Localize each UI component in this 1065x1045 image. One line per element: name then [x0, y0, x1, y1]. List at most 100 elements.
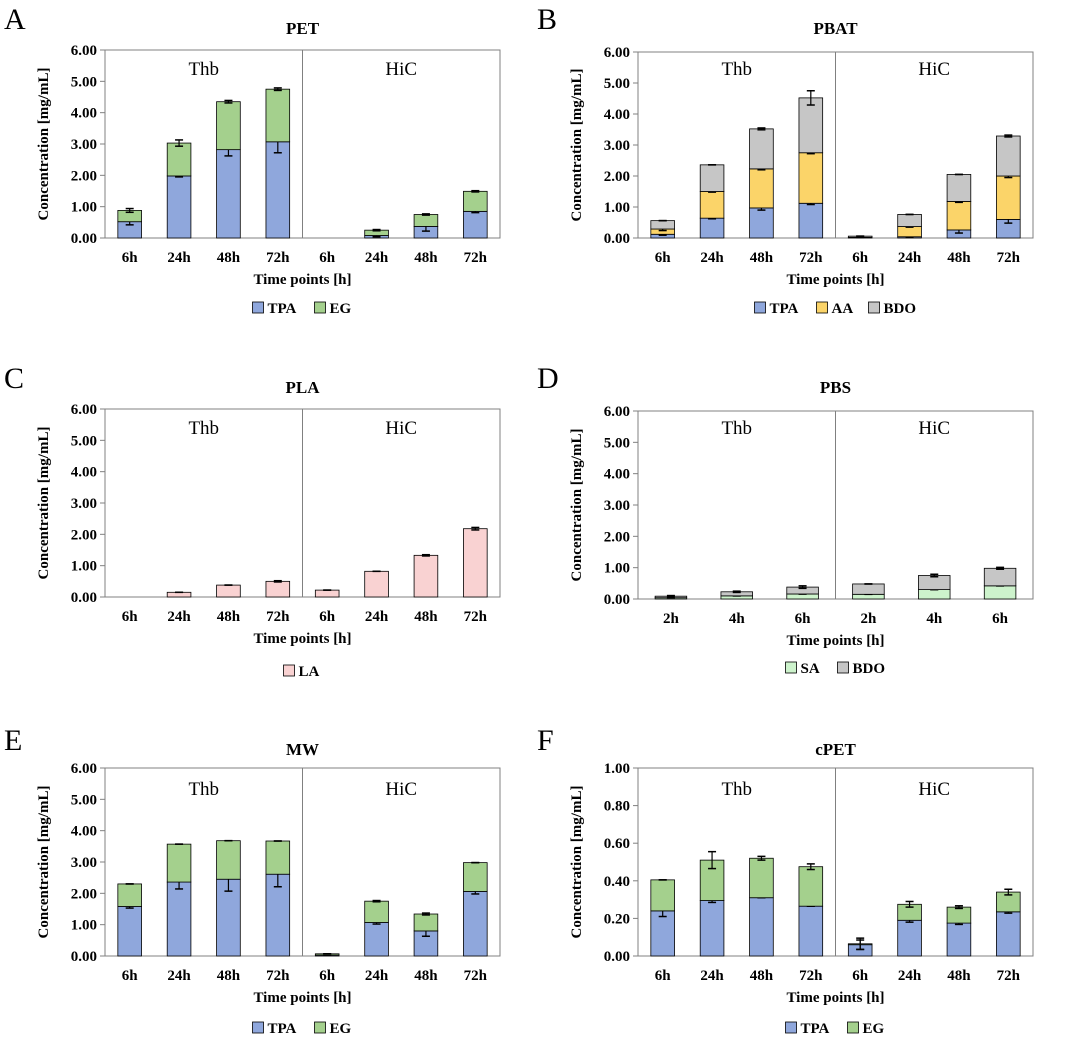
y-tick-label: 0.00	[604, 592, 630, 608]
bar-eg	[463, 862, 488, 892]
x-tick-label: 6h	[319, 250, 336, 266]
bar-bdo	[749, 128, 774, 170]
y-tick-label: 5.00	[71, 433, 97, 449]
panel-letter: C	[4, 362, 24, 395]
x-tick-label: 48h	[217, 968, 241, 984]
bar-eg	[166, 843, 192, 883]
y-tick-label: 6.00	[604, 404, 630, 420]
bar-tpa	[364, 922, 389, 957]
x-tick-label: 24h	[167, 968, 191, 984]
x-tick-label: 6h	[992, 611, 1009, 627]
bar-tpa	[749, 207, 774, 239]
chart-panel-a: A PET 0.00 1.00 2.00 3.00 4.00 5.00 6.00 Concentr…	[4, 3, 501, 317]
x-tick-label: 48h	[750, 250, 774, 266]
bar-tpa	[798, 202, 824, 239]
bar-bdo	[699, 164, 725, 192]
chart-panel-d: D PBS 0.00 1.00 2.00 3.00 4.00 5.00 6.00 Concentr…	[537, 362, 1034, 677]
bar-tpa	[650, 910, 675, 957]
legend-swatch-bdo	[837, 661, 849, 674]
y-tick-label: 0.80	[604, 799, 630, 815]
y-tick-label: 0.00	[604, 231, 630, 247]
legend: TPA EG	[252, 1021, 352, 1037]
chart-title: PBS	[820, 378, 851, 397]
y-axis-title: Concentration [mg/mL]	[569, 69, 585, 222]
bar-aa	[996, 175, 1021, 220]
bar-tpa	[463, 891, 488, 957]
legend-swatch-tpa	[754, 301, 766, 314]
y-tick-label: 3.00	[71, 137, 97, 153]
x-axis-title: Time points [h]	[786, 272, 884, 288]
group-label: HiC	[385, 418, 417, 439]
x-axis-title: Time points [h]	[786, 633, 884, 649]
bar-eg	[117, 883, 142, 907]
x-tick-label: 6h	[852, 968, 869, 984]
chart-panel-e: E MW 0.00 1.00 2.00 3.00 4.00 5.00 6.00 Concentra…	[4, 724, 501, 1037]
bar-bdo	[946, 174, 972, 202]
bar-bdo	[650, 220, 675, 230]
y-axis-title: Concentration [mg/mL]	[569, 786, 585, 939]
bar-tpa	[699, 900, 725, 957]
legend: TPA EG	[252, 301, 352, 317]
group-label: Thb	[721, 418, 752, 439]
x-tick-label: 48h	[414, 250, 438, 266]
group-label: HiC	[385, 779, 417, 800]
y-tick-label: 0.00	[71, 590, 97, 606]
bar-la	[413, 554, 439, 598]
legend: TPA EG	[785, 1021, 885, 1037]
y-tick-label: 2.00	[604, 529, 630, 545]
x-tick-label: 24h	[700, 968, 724, 984]
bar-tpa	[117, 906, 142, 957]
bar-tpa	[749, 897, 774, 957]
y-tick-label: 0.00	[71, 231, 97, 247]
x-tick-label: 48h	[750, 968, 774, 984]
bar-la	[314, 589, 340, 598]
x-tick-label: 6h	[852, 250, 869, 266]
y-tick-label: 0.20	[604, 911, 630, 927]
x-tick-label: 72h	[464, 968, 488, 984]
x-tick-label: 48h	[414, 609, 438, 625]
bar-eg	[946, 906, 972, 924]
x-tick-label: 24h	[167, 609, 191, 625]
group-label: HiC	[385, 59, 417, 80]
legend-label: EG	[330, 1021, 352, 1037]
y-tick-label: 6.00	[71, 761, 97, 777]
bar-bdo	[798, 97, 824, 154]
y-tick-label: 2.00	[71, 527, 97, 543]
x-tick-label: 6h	[655, 968, 672, 984]
y-tick-label: 5.00	[71, 792, 97, 808]
y-tick-label: 1.00	[71, 918, 97, 934]
panel-letter: E	[4, 724, 22, 757]
x-tick-label: 72h	[266, 250, 290, 266]
legend-swatch-eg	[847, 1021, 859, 1034]
chart-title: PBAT	[813, 19, 858, 38]
x-tick-label: 24h	[365, 968, 389, 984]
x-tick-label: 4h	[926, 611, 943, 627]
legend-label: TPA	[801, 1021, 830, 1037]
group-label: Thb	[188, 779, 219, 800]
x-tick-label: 24h	[365, 250, 389, 266]
bar-la	[216, 584, 241, 598]
chart-title: PLA	[286, 378, 321, 397]
bar-eg	[413, 913, 439, 932]
bar-eg	[265, 840, 291, 875]
bar-aa	[798, 152, 824, 204]
y-tick-label: 6.00	[604, 45, 630, 61]
bar-tpa	[699, 217, 725, 239]
legend-swatch-tpa	[252, 1021, 264, 1034]
y-tick-label: 4.00	[71, 465, 97, 481]
bar-aa	[749, 168, 774, 209]
x-tick-label: 48h	[947, 968, 971, 984]
bar-bdo	[852, 583, 885, 595]
legend-swatch-tpa	[252, 301, 264, 314]
legend-label: EG	[863, 1021, 885, 1037]
bar-eg	[216, 101, 241, 151]
x-tick-label: 72h	[464, 250, 488, 266]
x-tick-label: 72h	[997, 968, 1021, 984]
bar-la	[265, 580, 291, 598]
bar-sa	[918, 589, 951, 600]
panel-letter: D	[537, 362, 559, 395]
x-tick-label: 6h	[795, 611, 812, 627]
chart-panel-c: C PLA 0.00 1.00 2.00 3.00 4.00 5.00 6.00 Concentr…	[4, 362, 501, 680]
bar-la	[463, 528, 488, 598]
chart-title: cPET	[815, 740, 856, 759]
